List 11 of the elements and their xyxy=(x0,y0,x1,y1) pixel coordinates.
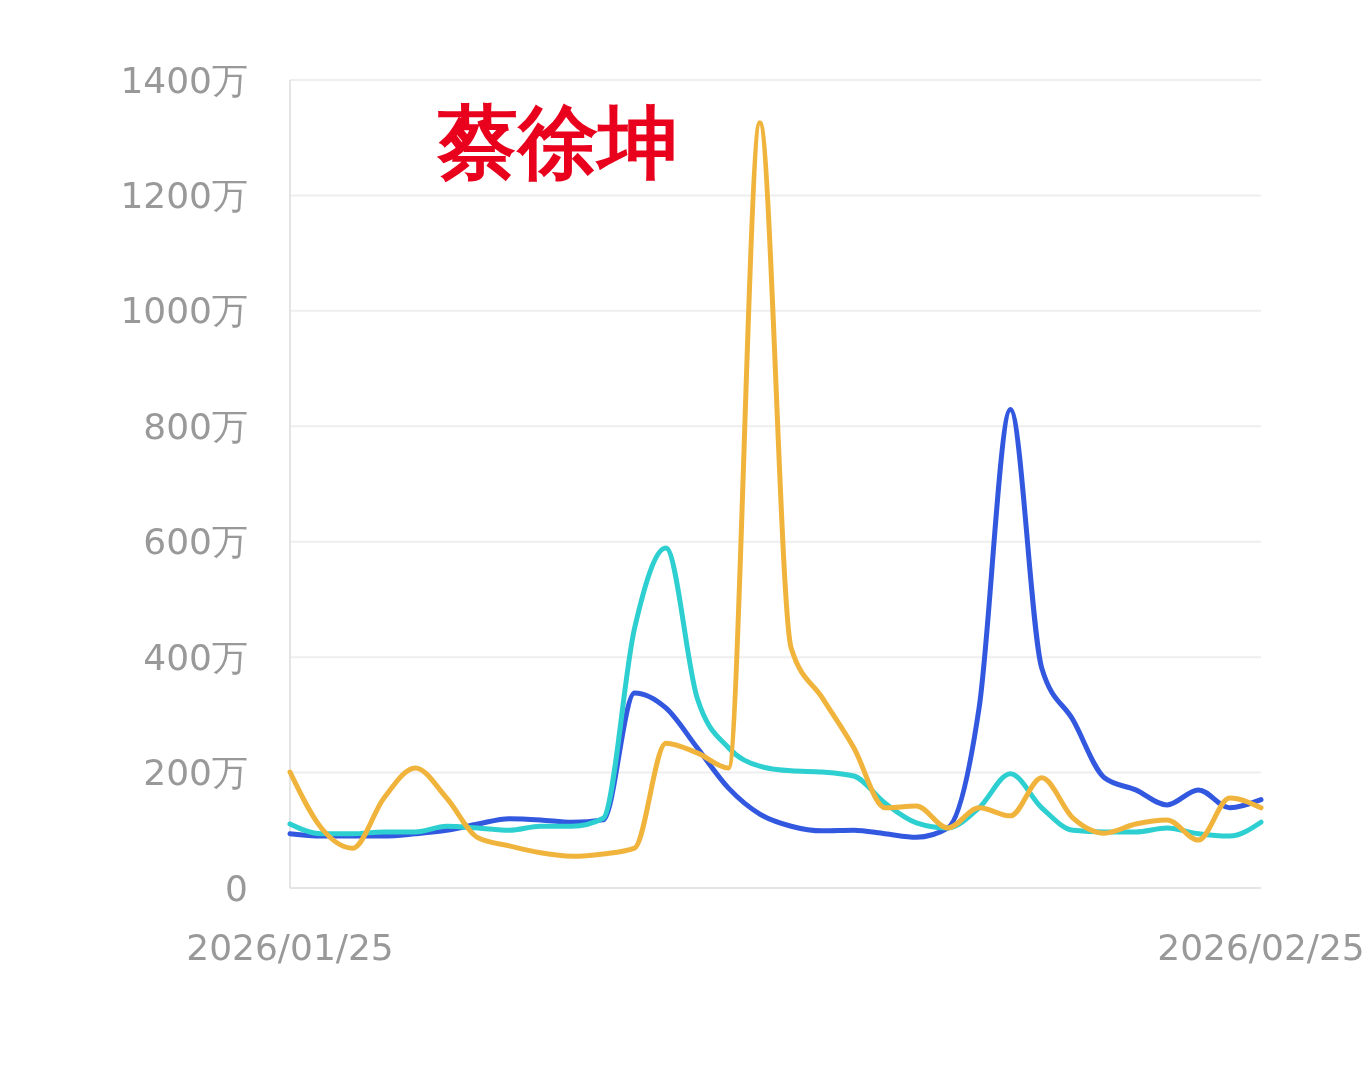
y-tick-label: 1200万 xyxy=(120,174,248,216)
chart-title: 蔡徐坤 xyxy=(436,96,678,189)
y-tick-label: 0 xyxy=(225,867,248,909)
x-tick-label: 2026/01/25 xyxy=(186,927,394,968)
y-tick-label: 1000万 xyxy=(120,290,248,332)
y-tick-label: 400万 xyxy=(143,636,248,678)
y-tick-label: 200万 xyxy=(143,752,248,794)
x-tick-label: 2026/02/25 xyxy=(1157,927,1365,968)
y-tick-label: 600万 xyxy=(143,521,248,563)
y-tick-label: 800万 xyxy=(143,405,248,447)
y-tick-label: 1400万 xyxy=(120,59,248,101)
